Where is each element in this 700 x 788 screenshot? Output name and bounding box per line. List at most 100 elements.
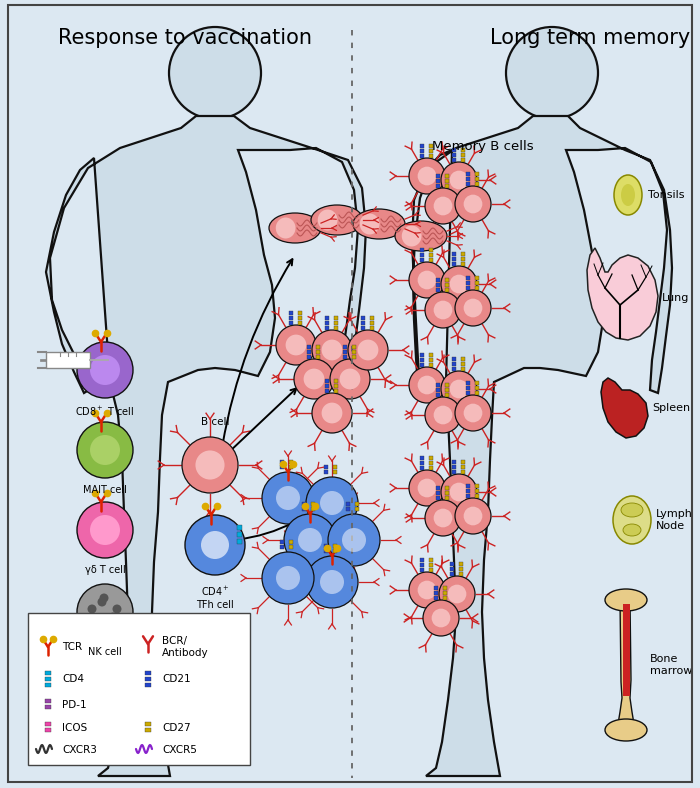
Circle shape — [447, 585, 466, 604]
Bar — [325, 379, 329, 383]
Bar — [316, 350, 320, 354]
Ellipse shape — [318, 210, 337, 231]
Ellipse shape — [276, 217, 295, 239]
Circle shape — [276, 325, 316, 365]
Bar — [436, 283, 440, 287]
Bar — [334, 379, 338, 383]
Bar — [346, 502, 350, 506]
Ellipse shape — [353, 209, 405, 239]
Circle shape — [449, 171, 468, 189]
Text: Lymph
Node: Lymph Node — [656, 509, 693, 531]
Circle shape — [449, 380, 468, 399]
Text: Memory B cells: Memory B cells — [432, 140, 533, 153]
Circle shape — [425, 500, 461, 536]
Circle shape — [409, 262, 445, 298]
Circle shape — [312, 330, 352, 370]
Circle shape — [463, 299, 482, 318]
Bar — [452, 158, 456, 162]
Text: CXCR3: CXCR3 — [62, 745, 97, 755]
Bar — [445, 179, 449, 183]
Bar — [461, 148, 465, 152]
Bar — [445, 278, 449, 282]
Bar — [436, 184, 440, 188]
Bar — [452, 257, 456, 261]
Bar — [145, 683, 151, 687]
Circle shape — [108, 612, 118, 622]
Bar — [370, 321, 374, 325]
Bar — [445, 393, 449, 397]
Circle shape — [433, 197, 452, 215]
Bar — [145, 728, 151, 732]
Ellipse shape — [402, 225, 421, 247]
Bar — [289, 540, 293, 544]
Bar — [237, 525, 242, 530]
Bar — [361, 316, 365, 320]
Bar — [429, 461, 433, 465]
Circle shape — [294, 359, 334, 399]
Bar — [334, 326, 338, 330]
Bar — [461, 252, 465, 256]
Bar — [445, 174, 449, 178]
Bar — [420, 363, 424, 367]
Bar — [280, 540, 284, 544]
Bar — [475, 177, 479, 181]
Bar — [325, 321, 329, 325]
Bar — [307, 350, 311, 354]
Circle shape — [433, 508, 452, 527]
Bar — [461, 257, 465, 261]
Bar — [461, 158, 465, 162]
Bar — [45, 728, 51, 732]
Circle shape — [306, 556, 358, 608]
Circle shape — [409, 158, 445, 194]
Bar — [420, 258, 424, 262]
Bar — [420, 456, 424, 460]
Circle shape — [298, 528, 322, 552]
Text: BCR/: BCR/ — [162, 636, 187, 646]
Text: CXCR5: CXCR5 — [162, 745, 197, 755]
Text: Response to vaccination: Response to vaccination — [58, 28, 312, 48]
Bar — [280, 460, 284, 464]
Ellipse shape — [621, 503, 643, 517]
Bar — [445, 184, 449, 188]
Circle shape — [433, 406, 452, 425]
Circle shape — [195, 451, 225, 480]
Bar — [346, 507, 350, 511]
Circle shape — [449, 275, 468, 293]
Bar — [429, 456, 433, 460]
Bar — [452, 252, 456, 256]
Bar — [466, 286, 470, 290]
Bar — [475, 286, 479, 290]
Bar — [355, 502, 359, 506]
Bar — [352, 345, 356, 349]
Bar — [452, 153, 456, 157]
Bar — [280, 465, 284, 469]
Circle shape — [455, 290, 491, 326]
Bar — [445, 486, 449, 490]
Circle shape — [320, 570, 344, 594]
Circle shape — [330, 359, 370, 399]
Bar — [429, 248, 433, 252]
Bar — [280, 545, 284, 549]
Text: MAIT cell: MAIT cell — [83, 485, 127, 495]
Bar — [325, 316, 329, 320]
Bar — [302, 502, 306, 506]
Bar — [466, 172, 470, 176]
Ellipse shape — [623, 524, 641, 536]
Circle shape — [169, 27, 261, 119]
Bar — [466, 494, 470, 498]
Bar — [145, 671, 151, 675]
Bar — [429, 363, 433, 367]
Circle shape — [77, 502, 133, 558]
Bar — [475, 276, 479, 280]
Bar — [434, 586, 438, 590]
Bar — [445, 491, 449, 495]
Bar — [466, 276, 470, 280]
Bar — [466, 177, 470, 181]
Bar — [45, 705, 51, 709]
Bar — [443, 591, 447, 595]
Bar — [461, 470, 465, 474]
Polygon shape — [601, 378, 648, 438]
Circle shape — [418, 581, 436, 600]
Bar — [436, 393, 440, 397]
Bar — [436, 288, 440, 292]
